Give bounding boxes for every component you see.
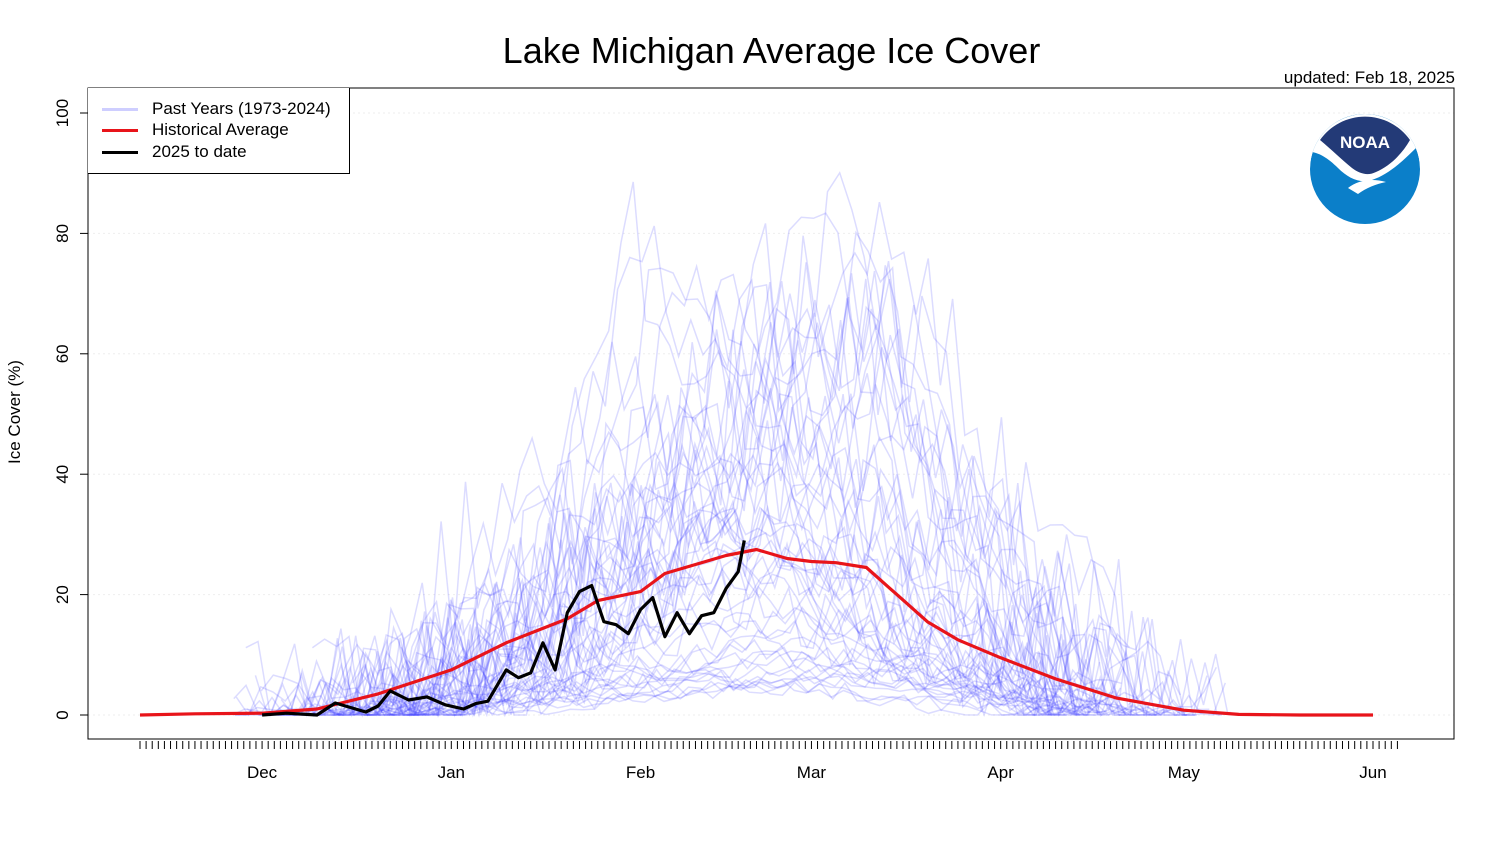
past-year-line bbox=[356, 646, 1151, 716]
past-year-line bbox=[369, 347, 1139, 717]
past-year-line bbox=[232, 663, 1210, 716]
historical-average-line bbox=[139, 547, 1373, 717]
past-year-line bbox=[411, 673, 1145, 716]
x-tick-label: Mar bbox=[797, 763, 827, 782]
x-tick-label: Jan bbox=[438, 763, 465, 782]
legend-swatch-avg bbox=[102, 128, 138, 132]
past-year-line bbox=[278, 636, 1145, 716]
past-year-line bbox=[292, 305, 1099, 716]
past-year-line bbox=[259, 662, 1188, 716]
past-year-line bbox=[326, 171, 1122, 718]
past-year-line bbox=[254, 278, 1062, 717]
y-tick-label: 0 bbox=[53, 710, 72, 719]
x-tick-label: Dec bbox=[247, 763, 278, 782]
past-year-line bbox=[299, 507, 1046, 718]
legend-entry-past: Past Years (1973-2024) bbox=[102, 99, 331, 119]
past-year-line bbox=[288, 223, 1218, 718]
noaa-logo: NOAA bbox=[1310, 114, 1420, 224]
plot-frame bbox=[87, 87, 1455, 740]
past-year-line bbox=[377, 415, 1160, 717]
updated-date: updated: Feb 18, 2025 bbox=[1283, 68, 1455, 87]
y-tick-label: 20 bbox=[53, 585, 72, 604]
past-year-line bbox=[325, 606, 1108, 717]
chart-title: Lake Michigan Average Ice Cover bbox=[502, 30, 1041, 71]
y-axis: 0 20 40 60 80 100 bbox=[53, 99, 88, 720]
past-year-line bbox=[400, 278, 1086, 718]
y-tick-label: 60 bbox=[53, 344, 72, 363]
x-tick-label: Apr bbox=[987, 763, 1014, 782]
legend-entry-current: 2025 to date bbox=[102, 142, 247, 162]
y-tick-label: 40 bbox=[53, 465, 72, 484]
x-tick-label: Feb bbox=[626, 763, 655, 782]
past-year-line bbox=[352, 369, 1184, 718]
past-year-line bbox=[367, 263, 1101, 716]
past-year-line bbox=[380, 438, 1187, 718]
y-tick-label: 100 bbox=[53, 99, 72, 127]
past-year-line bbox=[235, 526, 1092, 717]
past-year-line bbox=[327, 620, 1074, 717]
x-axis: Dec Jan Feb Mar Apr May Jun bbox=[139, 741, 1398, 782]
series-historical-average bbox=[139, 547, 1373, 717]
past-year-line bbox=[285, 672, 1080, 716]
past-year-line bbox=[311, 225, 1229, 717]
legend-swatch-current bbox=[102, 150, 138, 154]
legend: Past Years (1973-2024) Historical Averag… bbox=[88, 88, 350, 174]
past-year-line bbox=[351, 400, 1208, 718]
legend-label-past: Past Years (1973-2024) bbox=[152, 99, 331, 118]
legend-swatch-past bbox=[102, 107, 138, 111]
x-tick-label: Jun bbox=[1359, 763, 1386, 782]
past-year-line bbox=[331, 547, 1113, 717]
past-year-line bbox=[398, 632, 1107, 716]
past-year-line bbox=[392, 230, 1138, 716]
x-tick-label: May bbox=[1168, 763, 1201, 782]
legend-entry-avg: Historical Average bbox=[102, 120, 289, 140]
past-year-line bbox=[406, 586, 1176, 717]
past-years-lines bbox=[232, 171, 1231, 718]
legend-label-avg: Historical Average bbox=[152, 120, 289, 139]
past-year-line bbox=[245, 267, 1125, 718]
past-year-line bbox=[398, 531, 1084, 718]
past-year-line bbox=[311, 265, 1130, 717]
legend-label-current: 2025 to date bbox=[152, 142, 247, 161]
past-year-line bbox=[233, 526, 1126, 718]
past-year-line bbox=[318, 507, 1052, 717]
past-year-line bbox=[413, 181, 1074, 716]
past-year-line bbox=[371, 474, 1081, 717]
past-year-line bbox=[277, 646, 1097, 716]
past-year-line bbox=[365, 373, 1186, 716]
past-year-line bbox=[259, 537, 1054, 716]
series-2025 bbox=[261, 540, 746, 717]
past-year-line bbox=[406, 298, 1227, 718]
past-year-line bbox=[313, 212, 1217, 716]
y-axis-label: Ice Cover (%) bbox=[5, 360, 24, 464]
past-year-line bbox=[363, 663, 1231, 716]
past-year-line bbox=[301, 380, 1181, 718]
noaa-logo-text: NOAA bbox=[1340, 133, 1390, 152]
y-tick-label: 80 bbox=[53, 224, 72, 243]
past-year-line bbox=[235, 543, 1127, 717]
past-year-line bbox=[413, 442, 1122, 718]
current-year-line bbox=[261, 540, 746, 717]
past-year-line bbox=[348, 556, 1058, 717]
past-year-line bbox=[246, 654, 1077, 716]
past-year-line bbox=[277, 273, 1060, 718]
